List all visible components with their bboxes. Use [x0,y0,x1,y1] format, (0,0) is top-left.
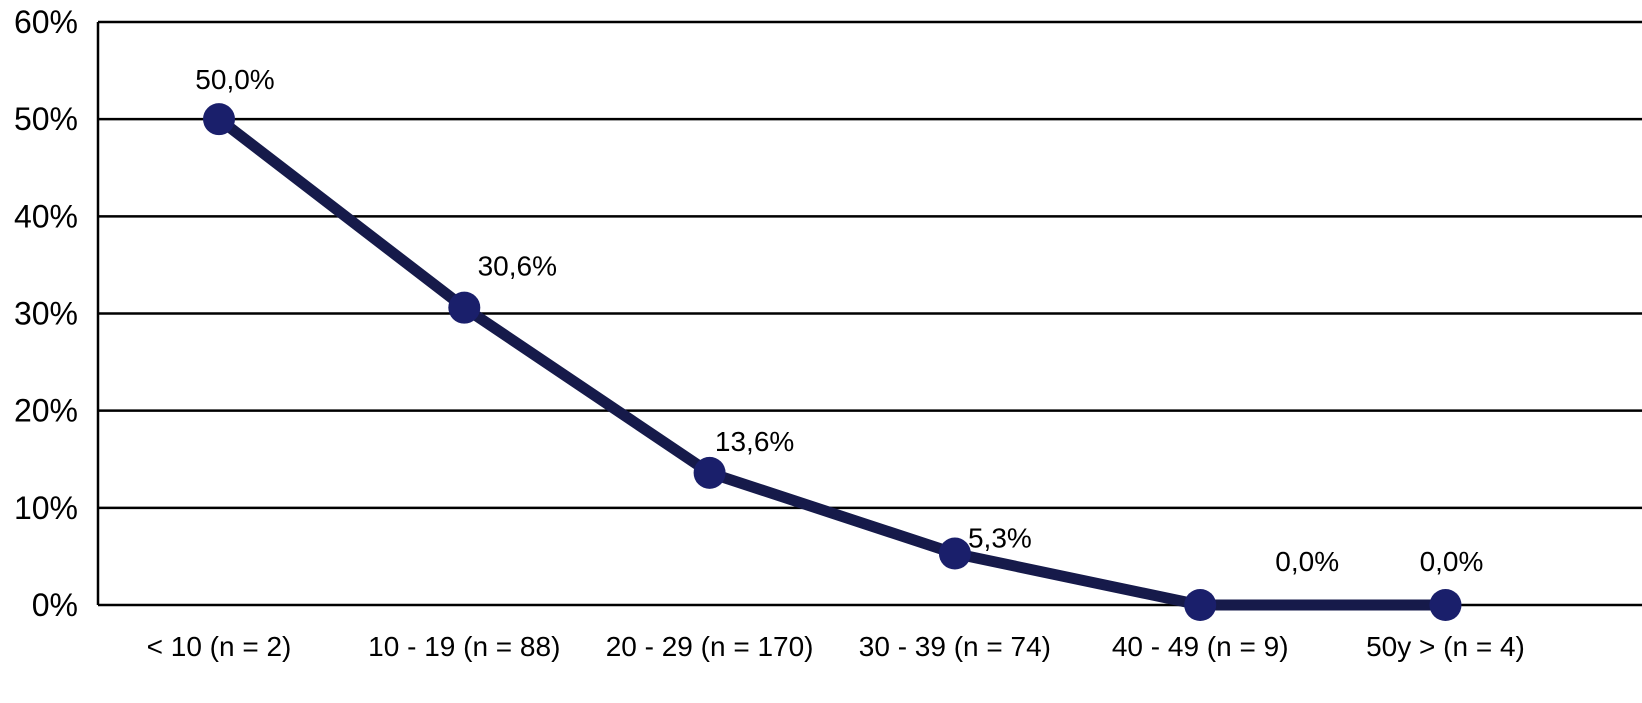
data-point [203,103,235,136]
y-tick-label: 40% [14,198,78,234]
y-tick-label: 30% [14,296,78,332]
data-labels: 50,0% 30,6% 13,6% 5,3% 0,0% 0,0% [195,64,1483,577]
y-tick-label: 50% [14,101,78,137]
x-tick-label: 10 - 19 (n = 88) [368,631,560,662]
data-label: 5,3% [968,523,1032,554]
x-tick-label: < 10 (n = 2) [147,631,292,662]
data-point [693,456,726,489]
y-tick-label: 10% [14,490,78,526]
data-label: 13,6% [715,426,794,457]
y-tick-label: 60% [14,4,78,40]
data-label: 0,0% [1420,546,1484,577]
x-tick-label: 20 - 29 (n = 170) [606,631,814,662]
y-tick-labels: 0% 10% 20% 30% 40% 50% 60% [14,4,78,623]
data-point [1184,589,1217,621]
x-tick-label: 40 - 49 (n = 9) [1112,631,1289,662]
x-tick-label: 50y > (n = 4) [1366,631,1525,662]
x-tick-label: 30 - 39 (n = 74) [859,631,1051,662]
series-line [213,113,1451,611]
y-tick-label: 20% [14,393,78,429]
grid-lines [98,20,1642,607]
data-label: 0,0% [1275,546,1339,577]
series [203,103,1462,621]
data-point [938,537,971,570]
data-label: 30,6% [478,251,557,282]
y-tick-label: 0% [32,587,78,623]
data-point [448,291,481,324]
x-tick-labels: < 10 (n = 2) 10 - 19 (n = 88) 20 - 29 (n =… [147,631,1525,662]
data-label: 50,0% [195,64,274,95]
data-point [1429,589,1462,621]
